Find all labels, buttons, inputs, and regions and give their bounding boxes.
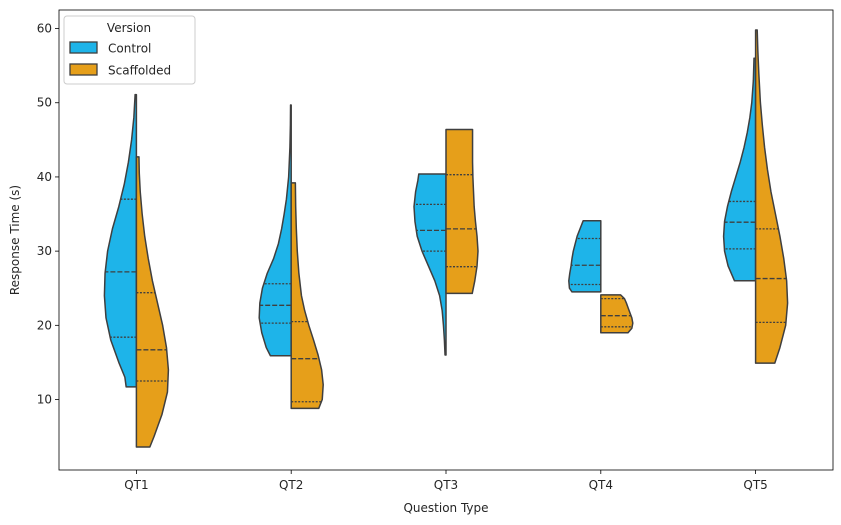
violin-control-qt2	[258, 104, 292, 357]
legend-label: Control	[108, 42, 151, 56]
legend-swatch	[69, 63, 98, 76]
violin-control-qt1	[103, 93, 138, 388]
violin-scaffolded-qt1	[135, 156, 170, 448]
violin-scaffolded-qt3	[445, 128, 479, 295]
y-tick-label: 40	[37, 170, 52, 184]
legend: Version Control Scaffolded	[63, 15, 196, 85]
legend-title: Version	[107, 21, 151, 35]
x-axis: QT1 QT2 QT3 QT4 QT5	[124, 470, 768, 492]
x-tick-label: QT3	[434, 478, 458, 492]
violin-scaffolded-qt5	[754, 29, 789, 364]
x-tick-label: QT5	[743, 478, 767, 492]
x-tick-label: QT1	[124, 478, 148, 492]
y-tick-label: 60	[37, 22, 52, 36]
y-axis-title: Response Time (s)	[8, 185, 22, 295]
y-tick-label: 20	[37, 318, 52, 332]
x-tick-label: QT4	[589, 478, 613, 492]
legend-label: Scaffolded	[108, 64, 171, 78]
violin-scaffolded-qt4	[600, 294, 634, 334]
violin-plot-area	[103, 29, 789, 448]
violin-control-qt3	[413, 173, 447, 356]
x-axis-title: Question Type	[403, 501, 488, 515]
violin-control-qt4	[568, 219, 602, 293]
y-tick-label: 30	[37, 244, 52, 258]
violin-scaffolded-qt2	[290, 182, 324, 410]
violin-control-qt5	[722, 57, 757, 282]
x-tick-label: QT2	[279, 478, 303, 492]
y-tick-label: 10	[37, 393, 52, 407]
y-tick-label: 50	[37, 96, 52, 110]
legend-swatch	[69, 41, 98, 54]
legend-entries: Control Scaffolded	[69, 41, 171, 78]
y-axis: 10 20 30 40 50 60	[37, 22, 59, 407]
